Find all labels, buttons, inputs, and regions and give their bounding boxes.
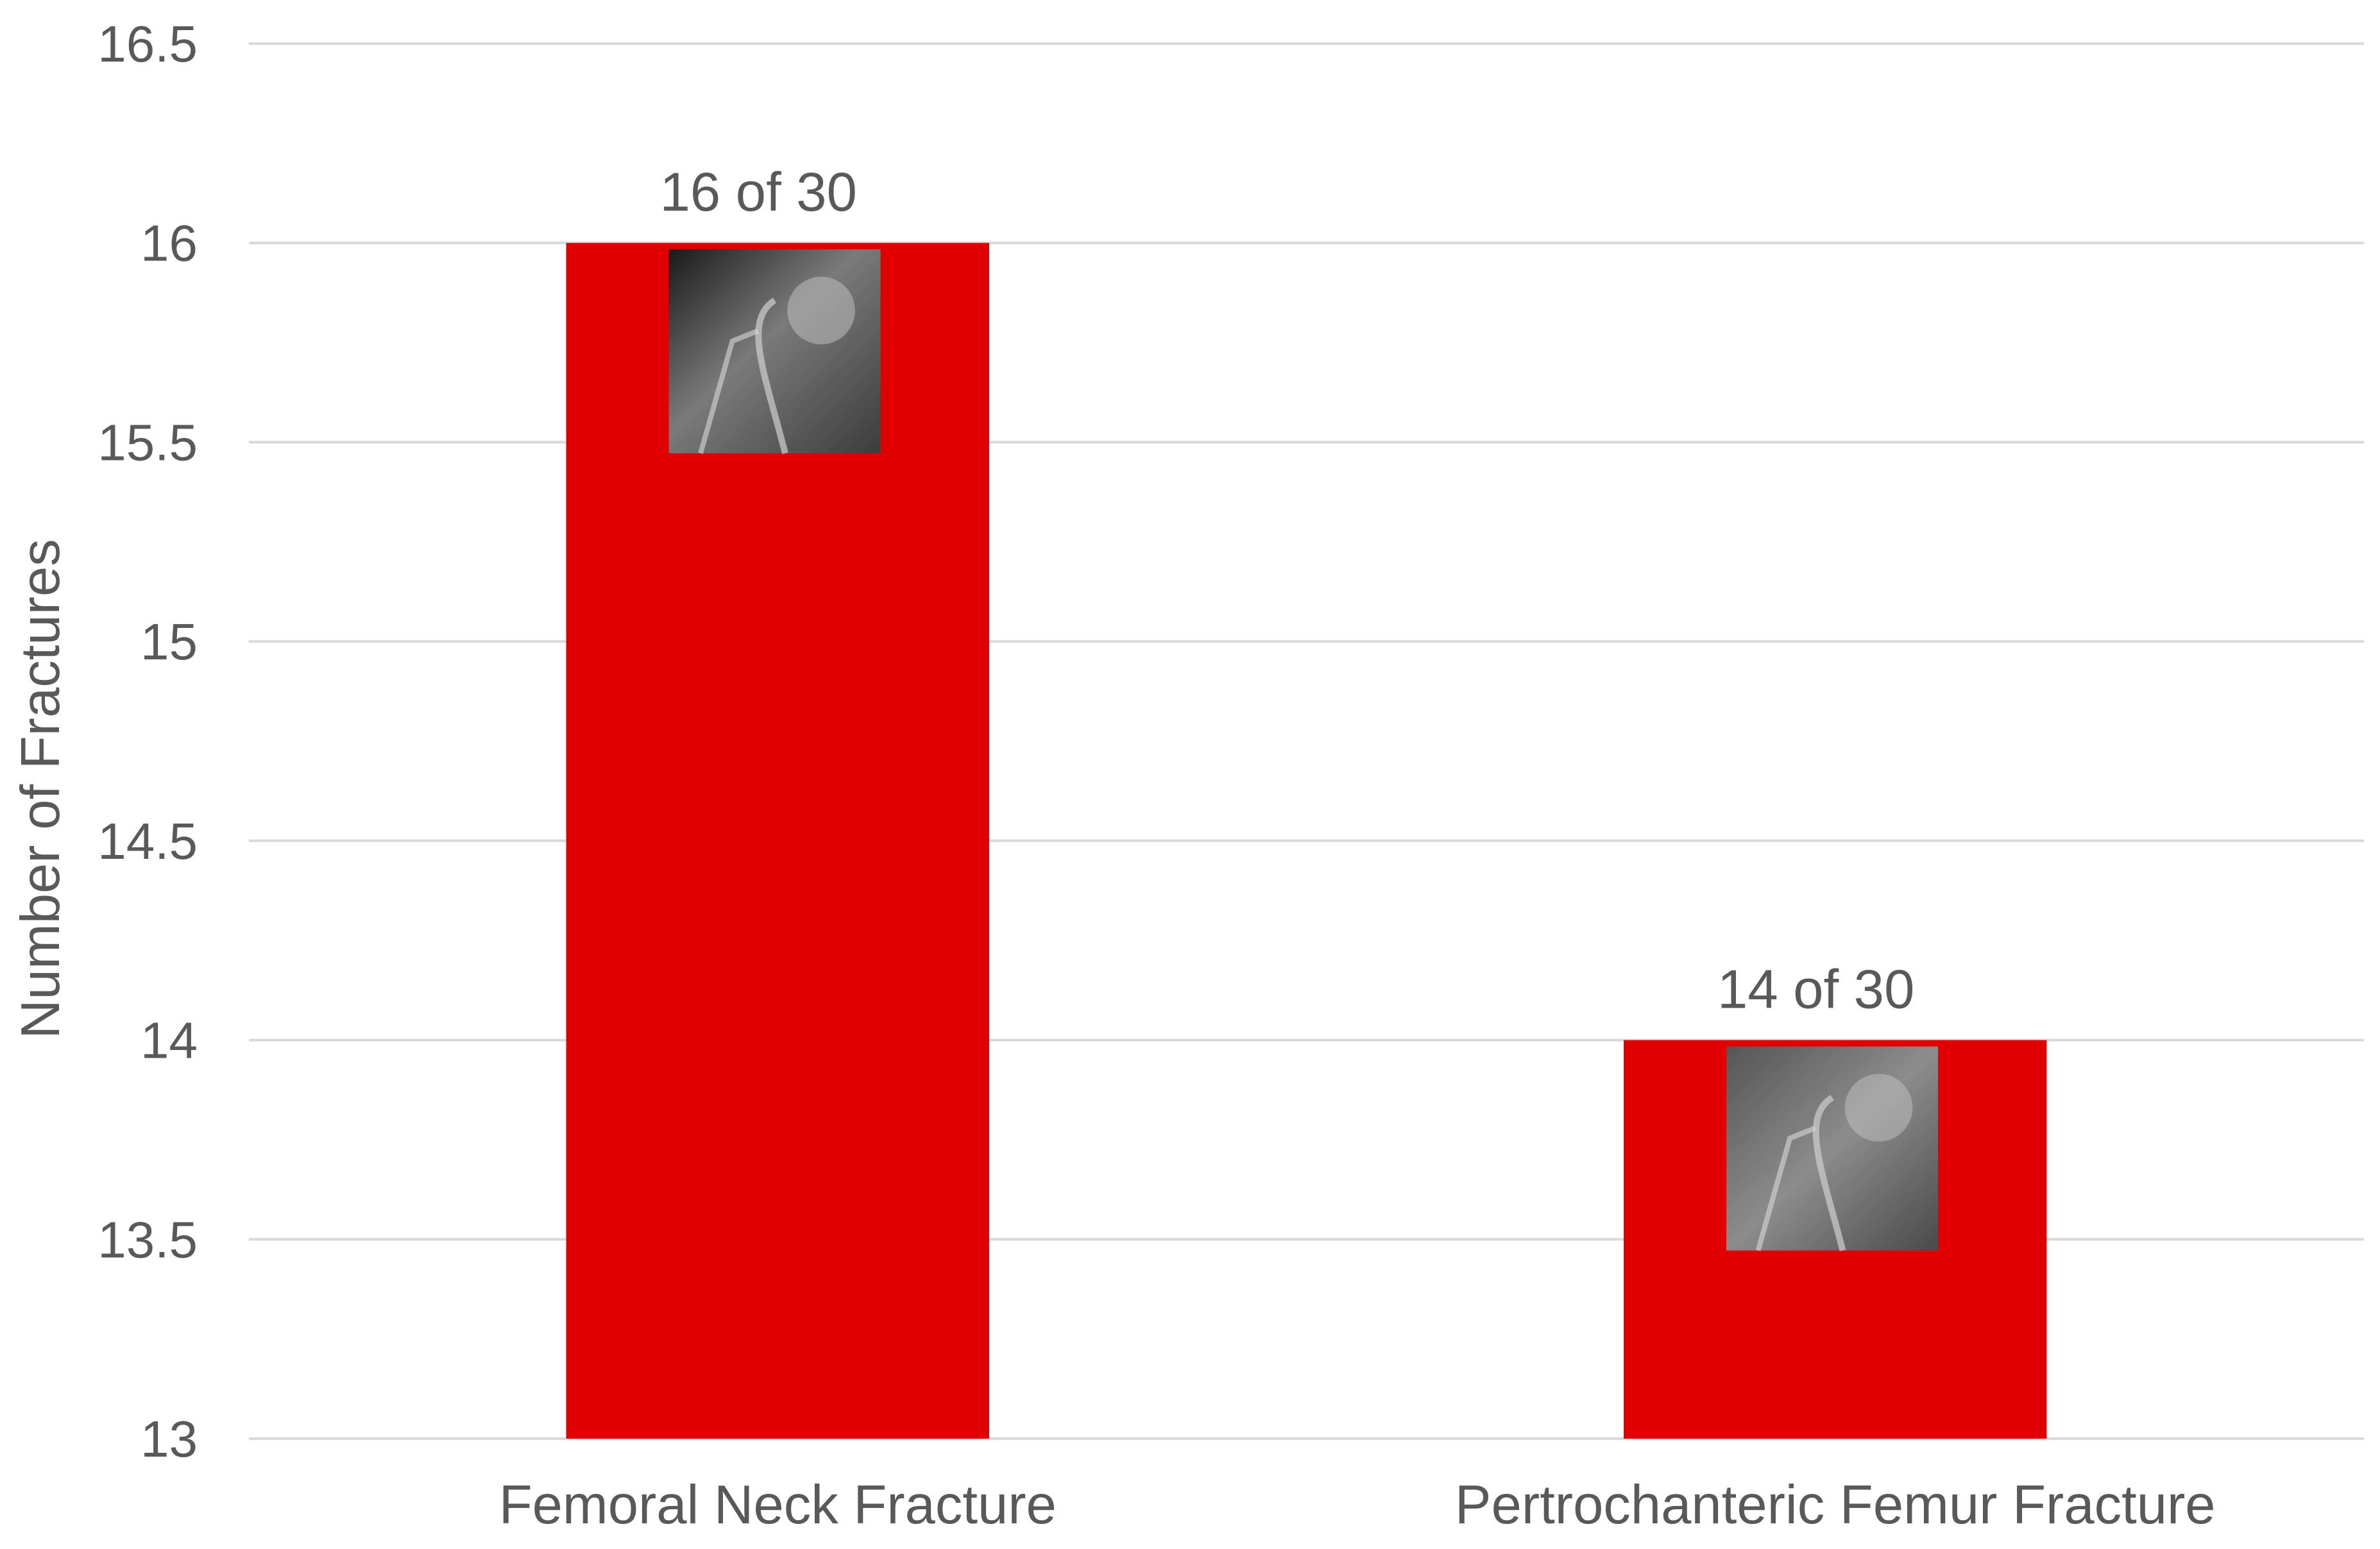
y-tick-label: 13.5: [98, 1211, 198, 1268]
y-tick-label: 14.5: [98, 813, 198, 870]
bars: 16 of 30 14 of 30: [566, 162, 2047, 1439]
bar-data-label: 14 of 30: [1717, 960, 1914, 1020]
y-axis-ticks: 13 13.5 14 14.5 15 15.5 16 16.5: [98, 15, 198, 1468]
y-axis-title: Number of Fractures: [10, 539, 71, 1038]
x-ray-image: [668, 249, 881, 454]
y-tick-label: 14: [140, 1012, 198, 1069]
bar-data-label: 16 of 30: [660, 162, 857, 223]
x-category-label: Pertrochanteric Femur Fracture: [1455, 1475, 2216, 1536]
y-tick-label: 16.5: [98, 15, 198, 72]
y-tick-label: 15.5: [98, 414, 198, 471]
x-axis-categories: Femoral Neck Fracture Pertrochanteric Fem…: [499, 1475, 2216, 1536]
y-tick-label: 16: [140, 215, 198, 272]
y-tick-label: 13: [140, 1410, 198, 1468]
y-tick-label: 15: [140, 613, 198, 670]
x-ray-image: [1726, 1046, 1939, 1251]
x-category-label: Femoral Neck Fracture: [499, 1475, 1057, 1536]
